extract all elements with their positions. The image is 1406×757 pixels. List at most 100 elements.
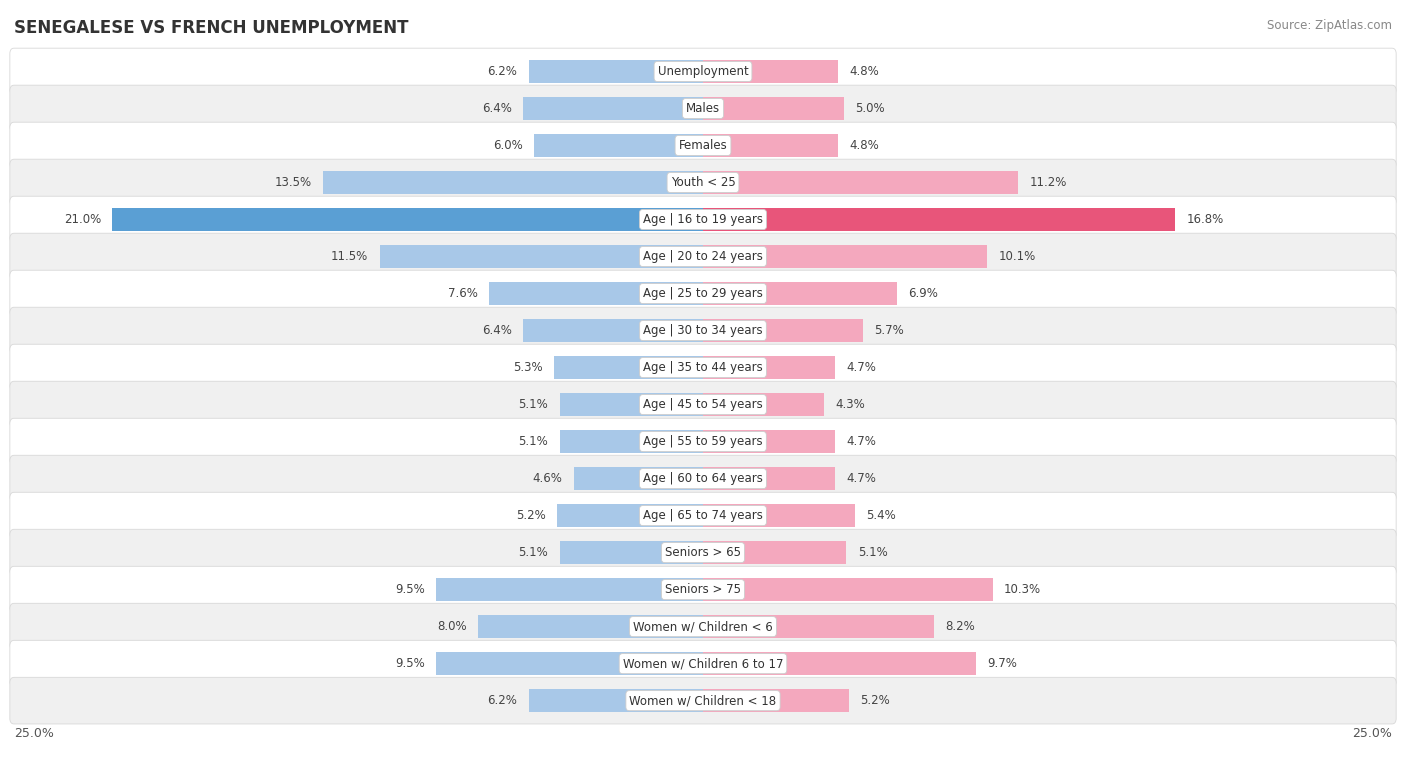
Text: Age | 35 to 44 years: Age | 35 to 44 years <box>643 361 763 374</box>
Bar <box>703 208 1175 231</box>
Text: Unemployment: Unemployment <box>658 65 748 78</box>
Text: 10.1%: 10.1% <box>998 250 1035 263</box>
Bar <box>560 393 703 416</box>
Text: 7.6%: 7.6% <box>449 287 478 300</box>
Text: 5.7%: 5.7% <box>875 324 904 337</box>
Text: Women w/ Children < 18: Women w/ Children < 18 <box>630 694 776 707</box>
FancyBboxPatch shape <box>10 196 1396 243</box>
Text: 8.2%: 8.2% <box>945 620 974 633</box>
Text: 9.7%: 9.7% <box>987 657 1017 670</box>
Bar <box>703 282 897 305</box>
Text: 6.9%: 6.9% <box>908 287 938 300</box>
FancyBboxPatch shape <box>10 640 1396 687</box>
Text: 5.4%: 5.4% <box>866 509 896 522</box>
FancyBboxPatch shape <box>10 344 1396 391</box>
Bar <box>323 171 703 194</box>
FancyBboxPatch shape <box>10 455 1396 502</box>
Text: 16.8%: 16.8% <box>1187 213 1223 226</box>
FancyBboxPatch shape <box>10 48 1396 95</box>
Text: 4.3%: 4.3% <box>835 398 865 411</box>
Bar <box>529 689 703 712</box>
Text: SENEGALESE VS FRENCH UNEMPLOYMENT: SENEGALESE VS FRENCH UNEMPLOYMENT <box>14 19 409 37</box>
Bar <box>703 430 835 453</box>
FancyBboxPatch shape <box>10 529 1396 576</box>
Text: Age | 16 to 19 years: Age | 16 to 19 years <box>643 213 763 226</box>
Text: Males: Males <box>686 102 720 115</box>
Text: Age | 25 to 29 years: Age | 25 to 29 years <box>643 287 763 300</box>
Text: 4.7%: 4.7% <box>846 361 876 374</box>
Text: 9.5%: 9.5% <box>395 583 425 596</box>
FancyBboxPatch shape <box>10 307 1396 354</box>
Text: 9.5%: 9.5% <box>395 657 425 670</box>
Text: 6.4%: 6.4% <box>482 102 512 115</box>
FancyBboxPatch shape <box>10 86 1396 132</box>
Text: 5.3%: 5.3% <box>513 361 543 374</box>
Bar <box>112 208 703 231</box>
Text: 5.2%: 5.2% <box>516 509 546 522</box>
Bar <box>703 467 835 490</box>
Text: Youth < 25: Youth < 25 <box>671 176 735 189</box>
Text: 4.6%: 4.6% <box>533 472 562 485</box>
Text: 5.1%: 5.1% <box>858 546 887 559</box>
Text: 5.0%: 5.0% <box>855 102 884 115</box>
Text: Women w/ Children < 6: Women w/ Children < 6 <box>633 620 773 633</box>
Text: Age | 20 to 24 years: Age | 20 to 24 years <box>643 250 763 263</box>
Text: 8.0%: 8.0% <box>437 620 467 633</box>
FancyBboxPatch shape <box>10 382 1396 428</box>
Text: 6.2%: 6.2% <box>488 65 517 78</box>
Text: 25.0%: 25.0% <box>14 727 53 740</box>
Bar <box>560 541 703 564</box>
FancyBboxPatch shape <box>10 233 1396 280</box>
Bar <box>703 319 863 342</box>
Bar <box>703 393 824 416</box>
Text: 6.2%: 6.2% <box>488 694 517 707</box>
Bar <box>560 430 703 453</box>
Text: 4.8%: 4.8% <box>849 139 879 152</box>
Bar <box>534 134 703 157</box>
Text: Women w/ Children 6 to 17: Women w/ Children 6 to 17 <box>623 657 783 670</box>
Text: 25.0%: 25.0% <box>1353 727 1392 740</box>
Text: Source: ZipAtlas.com: Source: ZipAtlas.com <box>1267 19 1392 32</box>
FancyBboxPatch shape <box>10 566 1396 613</box>
Bar <box>703 653 976 675</box>
Text: 21.0%: 21.0% <box>65 213 101 226</box>
Bar <box>523 97 703 120</box>
Bar <box>703 504 855 527</box>
Bar <box>703 578 993 601</box>
Bar <box>703 541 846 564</box>
Text: 4.7%: 4.7% <box>846 472 876 485</box>
Text: 4.7%: 4.7% <box>846 435 876 448</box>
Bar <box>703 171 1018 194</box>
Bar <box>703 245 987 268</box>
Text: 11.2%: 11.2% <box>1029 176 1067 189</box>
FancyBboxPatch shape <box>10 122 1396 169</box>
Bar <box>554 356 703 379</box>
FancyBboxPatch shape <box>10 492 1396 539</box>
Bar <box>557 504 703 527</box>
Text: Age | 55 to 59 years: Age | 55 to 59 years <box>643 435 763 448</box>
FancyBboxPatch shape <box>10 678 1396 724</box>
Bar <box>574 467 703 490</box>
Text: Females: Females <box>679 139 727 152</box>
Text: Age | 45 to 54 years: Age | 45 to 54 years <box>643 398 763 411</box>
Bar <box>703 60 838 83</box>
Bar <box>703 356 835 379</box>
Text: Age | 30 to 34 years: Age | 30 to 34 years <box>643 324 763 337</box>
Text: 5.1%: 5.1% <box>519 546 548 559</box>
Text: 6.4%: 6.4% <box>482 324 512 337</box>
Text: 5.1%: 5.1% <box>519 398 548 411</box>
Text: 5.2%: 5.2% <box>860 694 890 707</box>
FancyBboxPatch shape <box>10 419 1396 465</box>
Text: 6.0%: 6.0% <box>494 139 523 152</box>
Bar <box>380 245 703 268</box>
Bar <box>436 578 703 601</box>
FancyBboxPatch shape <box>10 159 1396 206</box>
Bar <box>703 134 838 157</box>
Bar <box>703 615 934 638</box>
Text: 11.5%: 11.5% <box>332 250 368 263</box>
Text: 10.3%: 10.3% <box>1004 583 1040 596</box>
Bar <box>478 615 703 638</box>
Text: 13.5%: 13.5% <box>276 176 312 189</box>
Bar <box>523 319 703 342</box>
Text: Seniors > 75: Seniors > 75 <box>665 583 741 596</box>
